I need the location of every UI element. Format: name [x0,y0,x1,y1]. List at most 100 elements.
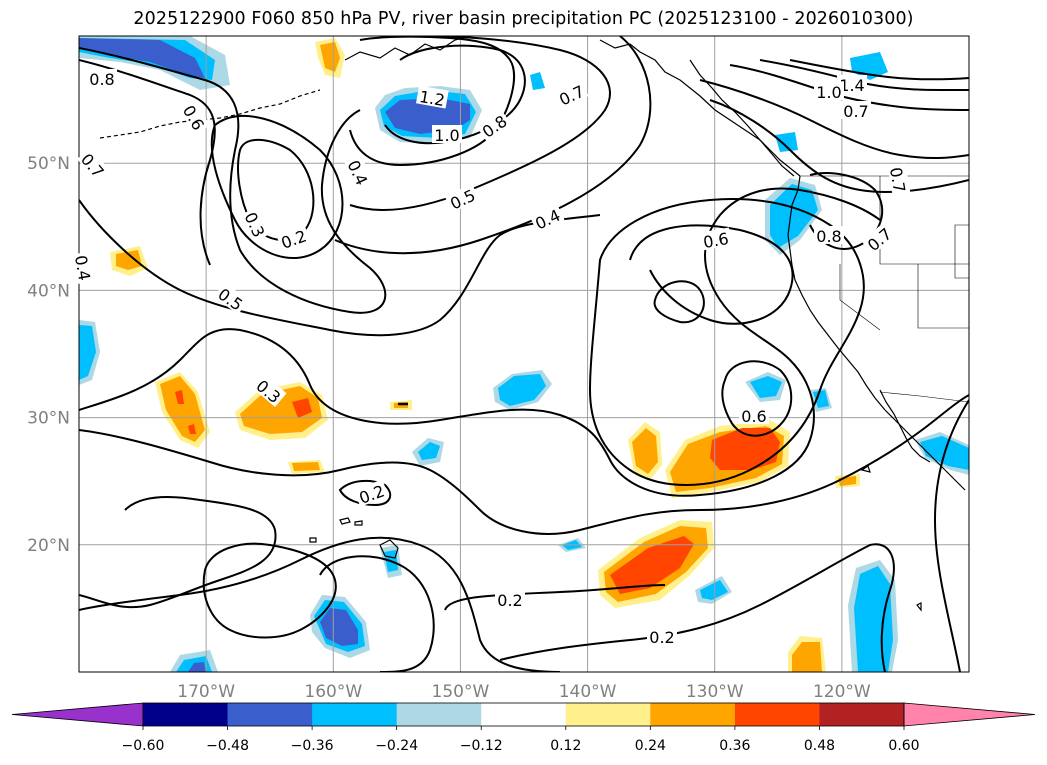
contour-line [588,198,865,486]
map-frame [78,35,970,673]
colorbar-segment [227,703,313,726]
contour-line [721,360,793,437]
neg-shade-small-4-core [700,580,728,600]
colorbar-tick-label: −0.24 [375,738,418,754]
pos-shade-163w-core [240,386,322,434]
contour-label: 0.8 [89,70,114,89]
pos-shade-170w-deep [175,390,184,404]
lat-tick-label: 30°N [27,409,70,429]
contour-line [499,543,895,672]
neg-shade-nw-deep [79,38,205,78]
pos-shade-42n-core [116,250,142,270]
contour-label-bg [529,203,565,233]
contour-label: 0.7 [843,102,868,121]
latitude-labels: 20°N 30°N 40°N 50°N [27,154,70,556]
neg-shade-126w-core [750,376,782,398]
contour-label-bg [841,101,871,119]
contour-line [444,584,666,611]
us-west-coast [787,175,966,491]
contour-label: 0.7 [886,166,909,194]
lat-tick-label: 20°N [27,536,70,556]
precip-shading [79,36,969,672]
contour-label-bg [553,79,589,109]
neg-shade-140w-core [498,374,546,406]
colorbar-outline [142,702,905,727]
lon-tick-label: 130°W [686,682,744,702]
contour-line [210,114,344,260]
contour-label-bg [252,373,287,408]
contour-line [79,394,969,535]
contour-line [319,555,435,672]
contour-line [709,99,969,193]
neg-shade-150w-core [418,442,440,460]
contour-line [629,224,794,325]
contour-label-bg [354,479,389,507]
map-area [79,36,969,672]
contour-labels: 0.80.61.21.00.70.80.40.50.40.3 0.20.50.40… [71,69,911,647]
contour-line [79,59,216,266]
us-mexico-border [879,391,969,403]
contour-line [334,36,652,255]
neg-shade-small-2-core [813,390,829,408]
contour-label-bg [72,251,96,284]
neg-shade-coast-core [770,184,818,248]
colorbar-tick-label: −0.12 [460,738,503,754]
contour-line [699,79,969,160]
island-mex-2 [916,602,922,612]
contour-label: 0.6 [702,229,730,252]
colorbar-extend-min [11,702,144,727]
colorbar-tick-label: 0.12 [550,738,581,754]
neg-shade-west-core [79,325,96,380]
colorbar-segment [143,703,229,726]
island-hawaii [379,539,399,559]
state-border-3 [839,264,881,331]
contour-line [349,36,611,211]
contour-label: 1.2 [418,87,446,110]
pos-shade-170w-deep2 [188,424,196,434]
pos-shade-133w-deep [610,536,694,594]
lon-tick-label: 160°W [304,682,362,702]
longitude-labels: 170°W 160°W 150°W 140°W 130°W 120°W [177,682,871,702]
neg-shade-small-1 [530,72,545,90]
colorbar-segment [565,703,651,726]
contour-label-bg [213,282,249,315]
state-border-2 [917,264,969,329]
neg-shade-160w-deep [320,608,358,646]
contour-label: 1.0 [816,83,841,102]
pos-shade-small-1-core [292,462,320,471]
contour-line [79,199,601,337]
contour-label-bg [699,227,732,251]
lat-tick-label: 50°N [27,154,70,174]
colorbar-tick-label: −0.60 [122,738,165,754]
contour-line [79,47,387,314]
contour-line [79,496,277,609]
pos-shade-128w-deep [710,428,780,470]
contour-label-bg [179,99,211,135]
contour-label-bg [495,590,525,608]
lon-tick-label: 120°W [813,682,871,702]
colorbar-segment [481,703,567,726]
neg-shade-bottom-1-deep [188,662,206,672]
pos-shade-top-core [320,42,340,72]
neg-shade-119w-core [854,566,893,672]
colorbar-segment [734,703,820,726]
pos-shade-163w-deep [292,398,312,418]
contour-label-bg [887,163,911,196]
contour-label: 1.4 [839,76,864,95]
contour-label-bg [432,125,462,143]
contour-line [349,36,515,167]
contour-label-bg [76,147,111,182]
pos-shade-122w-core [792,642,822,672]
contour-label: 0.8 [816,227,841,246]
contour-label-bg [276,224,311,252]
lon-tick-label: 170°W [177,682,235,702]
contour-label-bg [837,75,867,93]
contour-label: 0.6 [741,407,766,426]
contour-label: 1.0 [434,126,459,145]
colorbar-tick-label: −0.48 [206,738,249,754]
colorbar-tick-label: 0.24 [635,738,666,754]
colorbar-extend-max [903,702,1036,727]
contour-label-bg [647,627,677,645]
contour-label-bg [444,183,480,213]
